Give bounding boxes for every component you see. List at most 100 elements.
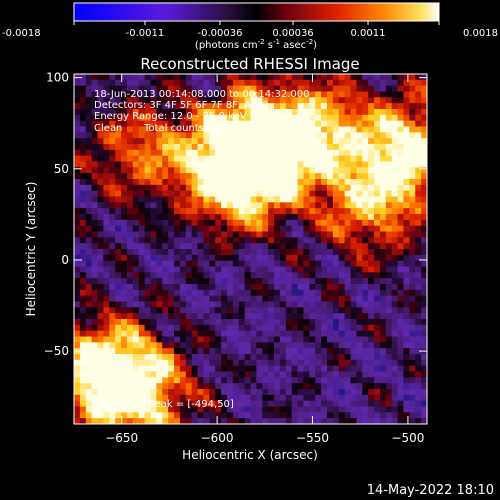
heatmap-cell [226,214,234,221]
heatmap-cell [409,365,416,373]
heatmap-cell [285,412,293,419]
heatmap-cell [126,231,134,238]
heatmap-cell [338,348,346,355]
heatmap-cell [121,342,128,349]
heatmap-cell [126,167,134,174]
heatmap-cell [274,365,281,373]
heatmap-cell [91,295,99,303]
heatmap-cell [156,336,163,343]
heatmap-cell [244,278,252,285]
heatmap-cell [132,354,140,361]
heatmap-cell [409,109,416,116]
heatmap-cell [338,120,346,128]
heatmap-cell [285,179,293,186]
heatmap-cell [315,260,322,268]
heatmap-cell [174,365,181,373]
heatmap-cell [250,418,257,424]
heatmap-cell [162,266,169,273]
heatmap-cell [397,307,405,314]
heatmap-cell [156,324,163,332]
heatmap-cell [379,371,387,378]
heatmap-cell [291,190,299,198]
heatmap-cell [144,377,152,384]
heatmap-cell [121,225,128,233]
heatmap-cell [350,272,357,279]
heatmap-cell [315,365,322,373]
heatmap-cell [421,254,427,262]
heatmap-cell [226,132,234,139]
heatmap-cell [338,406,346,413]
heatmap-cell [374,289,381,297]
heatmap-cell [256,109,263,116]
heatmap-cell [232,132,240,139]
heatmap-cell [126,359,134,367]
heatmap-cell [156,295,163,303]
heatmap-cell [115,249,122,256]
heatmap-cell [209,342,216,349]
heatmap-cell [132,144,140,151]
heatmap-cell [162,132,169,139]
heatmap-cell [385,132,393,139]
heatmap-cell [215,225,222,233]
heatmap-cell [238,359,246,367]
heatmap-cell [391,109,399,116]
heatmap-cell [268,354,275,361]
heatmap-cell [274,278,281,285]
heatmap-cell [185,74,193,81]
heatmap-cell [338,249,346,256]
heatmap-cell [315,196,322,203]
heatmap-cell [391,330,399,338]
heatmap-cell [379,260,387,268]
heatmap-cell [356,91,363,98]
heatmap-cell [238,377,246,384]
heatmap-cell [379,149,387,157]
heatmap-cell [179,120,187,128]
heatmap-cell [391,155,399,163]
heatmap-cell [185,249,193,256]
heatmap-cell [215,132,222,139]
heatmap-cell [356,190,363,198]
heatmap-cell [279,313,287,320]
heatmap-cell [85,196,93,203]
heatmap-cell [262,400,269,408]
heatmap-cell [103,79,110,87]
heatmap-cell [238,295,246,303]
heatmap-cell [115,91,122,98]
heatmap-cell [285,225,293,233]
heatmap-cell [79,313,87,320]
heatmap-cell [150,208,157,215]
heatmap-cell [391,412,399,419]
heatmap-cell [421,359,427,367]
heatmap-cell [274,231,281,238]
heatmap-cell [291,74,299,81]
heatmap-cell [150,144,157,151]
heatmap-cell [344,214,352,221]
heatmap-cell [79,266,87,273]
heatmap-cell [362,336,369,343]
heatmap-cell [385,173,393,180]
heatmap-cell [179,74,187,81]
heatmap-cell [309,179,316,186]
heatmap-cell [374,406,381,413]
x-tick-label: −500 [391,431,424,445]
heatmap-cell [362,330,369,338]
heatmap-cell [350,319,357,326]
heatmap-cell [368,354,375,361]
heatmap-cell [332,91,340,98]
heatmap-cell [109,418,116,424]
heatmap-cell [256,307,263,314]
heatmap-cell [397,254,405,262]
heatmap-cell [103,377,110,384]
heatmap-cell [203,377,210,384]
heatmap-cell [115,161,122,168]
heatmap-cell [338,144,346,151]
heatmap-cell [109,155,116,163]
heatmap-cell [185,190,193,198]
heatmap-cell [415,196,422,203]
heatmap-cell [232,383,240,390]
heatmap-cell [326,324,334,332]
heatmap-cell [174,202,181,209]
heatmap-cell [415,225,422,233]
heatmap-cell [326,284,334,291]
heatmap-cell [356,161,363,168]
